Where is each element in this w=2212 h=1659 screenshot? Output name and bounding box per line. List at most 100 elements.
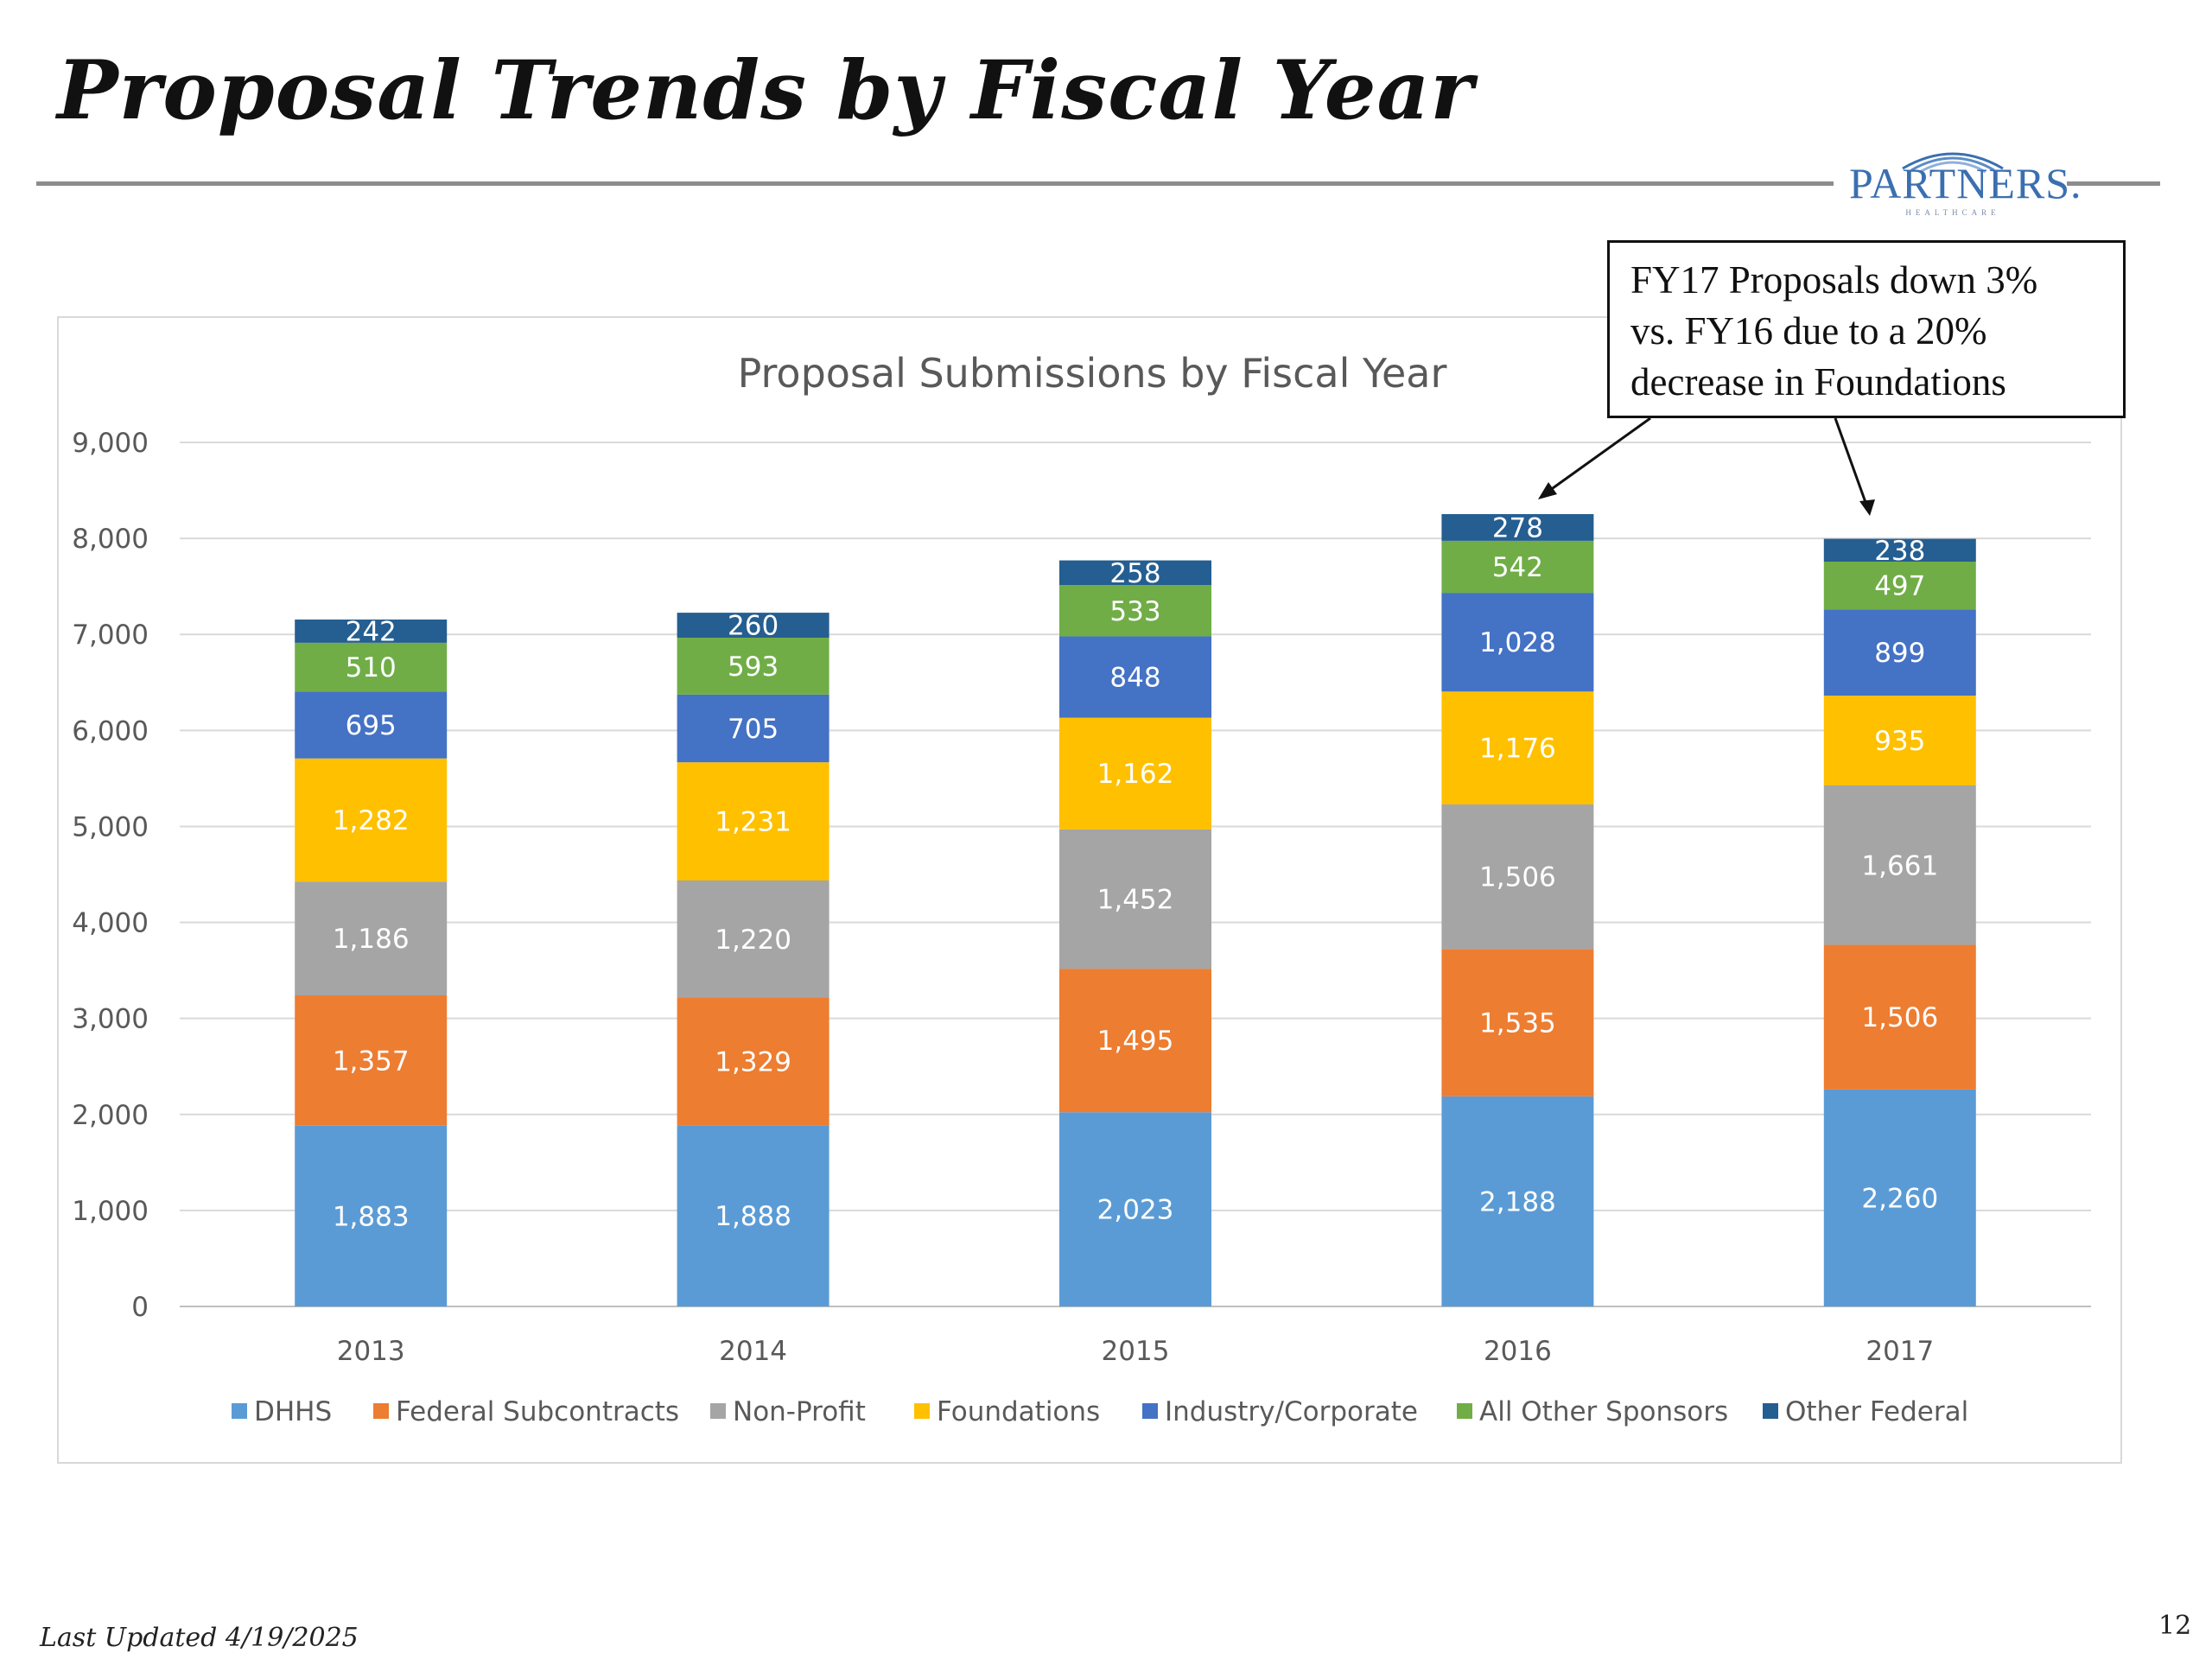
bar-segment (1441, 593, 1594, 692)
data-label: 542 (1492, 552, 1543, 583)
y-tick-label: 5,000 (72, 811, 149, 842)
data-label: 1,186 (333, 924, 410, 955)
legend-swatch (710, 1403, 726, 1419)
chart-title: Proposal Submissions by Fiscal Year (738, 350, 1447, 397)
data-label: 1,495 (1097, 1026, 1174, 1057)
data-label: 848 (1109, 663, 1160, 694)
data-label: 1,282 (333, 805, 410, 836)
legend-swatch (232, 1403, 247, 1419)
data-label: 899 (1874, 638, 1925, 669)
y-axis: 0 1,000 2,000 3,000 4,000 5,000 6,000 7,000 8,00… (72, 428, 149, 1323)
data-label: 1,329 (715, 1046, 791, 1077)
bar-segment (1441, 514, 1594, 541)
y-tick-label: 2,000 (72, 1100, 149, 1131)
bar-segment (677, 880, 830, 998)
data-label: 1,162 (1097, 759, 1174, 790)
legend-label: DHHS (254, 1396, 332, 1427)
x-tick-label: 2014 (719, 1336, 787, 1367)
bar-segment (1823, 785, 1976, 945)
data-label: 510 (346, 652, 397, 683)
y-tick-label: 3,000 (72, 1004, 149, 1035)
chart-bars: 1,883 1,357 1,186 1,282 695 510 242 1,888 1,329 1… (295, 512, 1976, 1306)
slide-title: Proposal Trends by Fiscal Year (57, 43, 1474, 138)
bar-segment (677, 638, 830, 695)
logo-arcs-icon (1902, 152, 2004, 174)
data-label: 497 (1874, 571, 1925, 602)
callout-arrows (1538, 416, 1875, 516)
y-tick-label: 1,000 (72, 1196, 149, 1227)
y-tick-label: 7,000 (72, 620, 149, 651)
bar-segment (1823, 944, 1976, 1090)
bar-segment (295, 1125, 448, 1306)
legend-label: All Other Sponsors (1479, 1396, 1728, 1427)
x-tick-label: 2013 (337, 1336, 405, 1367)
x-axis: 2013 2014 2015 2016 2017 (337, 1336, 1935, 1367)
data-label: 1,506 (1479, 862, 1556, 893)
bar-segment (1823, 696, 1976, 785)
bar-segment (1823, 1089, 1976, 1306)
bar-segment (1441, 949, 1594, 1096)
callout-box: FY17 Proposals down 3% vs. FY16 due to a… (1607, 240, 2126, 418)
legend-swatch (1763, 1403, 1778, 1419)
data-label: 1,661 (1861, 850, 1938, 881)
bar-segment (677, 694, 830, 763)
chart-legend: DHHS Federal Subcontracts Non-Profit Founda… (232, 1396, 1968, 1427)
bar-segment (1441, 804, 1594, 950)
bar-segment (1441, 1096, 1594, 1306)
data-label: 1,506 (1861, 1002, 1938, 1033)
data-label: 1,220 (715, 925, 791, 956)
data-label: 1,357 (333, 1046, 410, 1077)
data-label: 935 (1874, 726, 1925, 757)
bar-segment (1441, 540, 1594, 594)
bar-segment (677, 613, 830, 638)
bar-segment (1059, 636, 1211, 718)
legend-label: Other Federal (1785, 1396, 1968, 1427)
data-label: 2,023 (1097, 1195, 1174, 1226)
x-tick-label: 2015 (1102, 1336, 1170, 1367)
legend-label: Federal Subcontracts (396, 1396, 679, 1427)
data-label: 1,535 (1479, 1008, 1556, 1039)
bar-segment (1059, 560, 1211, 586)
bar-segment (1823, 562, 1976, 610)
data-label: 1,028 (1479, 627, 1556, 658)
bar-segment (295, 691, 448, 759)
bar-segment (1059, 969, 1211, 1113)
bar-segment (1823, 609, 1976, 696)
bar-segment (1441, 691, 1594, 804)
y-tick-label: 9,000 (72, 428, 149, 459)
data-label: 260 (728, 611, 779, 642)
legend-label: Non-Profit (733, 1396, 866, 1427)
data-label: 1,452 (1097, 884, 1174, 915)
logo-subtext: HEALTHCARE (1905, 208, 2000, 217)
legend-swatch (373, 1403, 389, 1419)
callout-line: decrease in Foundations (1630, 360, 2006, 404)
legend-swatch (1142, 1403, 1158, 1419)
legend-label: Industry/Corporate (1165, 1396, 1418, 1427)
data-label: 593 (728, 652, 779, 683)
bar-segment (1059, 717, 1211, 830)
bar-segment (1823, 538, 1976, 562)
data-label: 533 (1109, 596, 1160, 627)
title-rule-right (2067, 181, 2160, 186)
bar-segment (677, 1125, 830, 1306)
bar-segment (295, 995, 448, 1126)
y-tick-label: 0 (131, 1292, 149, 1323)
bar-segment (295, 642, 448, 692)
data-label: 695 (346, 710, 397, 741)
x-tick-label: 2017 (1866, 1336, 1934, 1367)
page-number: 12 (2158, 1611, 2192, 1641)
bar-segment (295, 881, 448, 995)
callout-line: vs. FY16 due to a 20% (1630, 309, 1987, 353)
data-label: 705 (728, 714, 779, 745)
data-label: 1,231 (715, 807, 791, 838)
y-tick-label: 4,000 (72, 908, 149, 939)
legend-swatch (1457, 1403, 1472, 1419)
bar-segment (677, 997, 830, 1126)
bar-segment (1059, 585, 1211, 637)
bar-segment (1059, 829, 1211, 969)
data-label: 258 (1109, 558, 1160, 589)
data-label: 2,188 (1479, 1186, 1556, 1217)
bar-segment (295, 620, 448, 643)
bar-segment (677, 762, 830, 880)
